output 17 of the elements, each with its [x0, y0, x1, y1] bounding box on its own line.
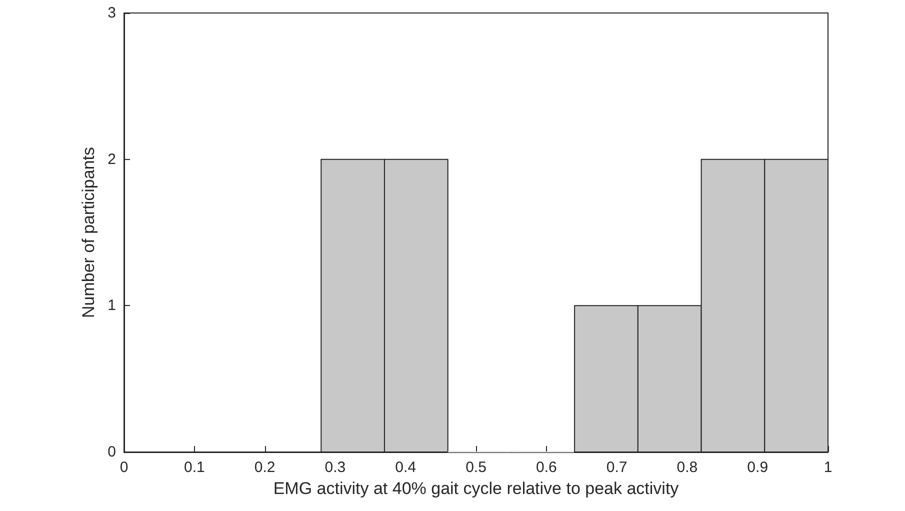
x-tick-label: 0.5 [466, 459, 486, 476]
y-axis-title: Number of participants [78, 146, 98, 318]
x-tick-label: 0.2 [254, 459, 276, 476]
x-tick-label: 0.3 [324, 459, 346, 476]
x-tick-label: 0.4 [395, 459, 416, 476]
x-tick-label: 0.8 [676, 459, 698, 476]
y-tick-label: 2 [108, 150, 116, 168]
x-tick-label: 1 [824, 459, 832, 476]
x-tick-label: 0.9 [747, 459, 768, 476]
x-tick-label: 0.6 [536, 459, 557, 476]
y-tick-label: 0 [108, 444, 116, 460]
y-tick-label: 3 [108, 4, 116, 22]
x-axis-title: EMG activity at 40% gait cycle relative to peak activity [273, 479, 680, 498]
x-tick-label: 0.1 [184, 459, 205, 476]
x-tick-label: 0 [120, 459, 128, 476]
x-tick-label: 0.7 [606, 459, 628, 476]
y-tick-label: 1 [108, 297, 116, 314]
